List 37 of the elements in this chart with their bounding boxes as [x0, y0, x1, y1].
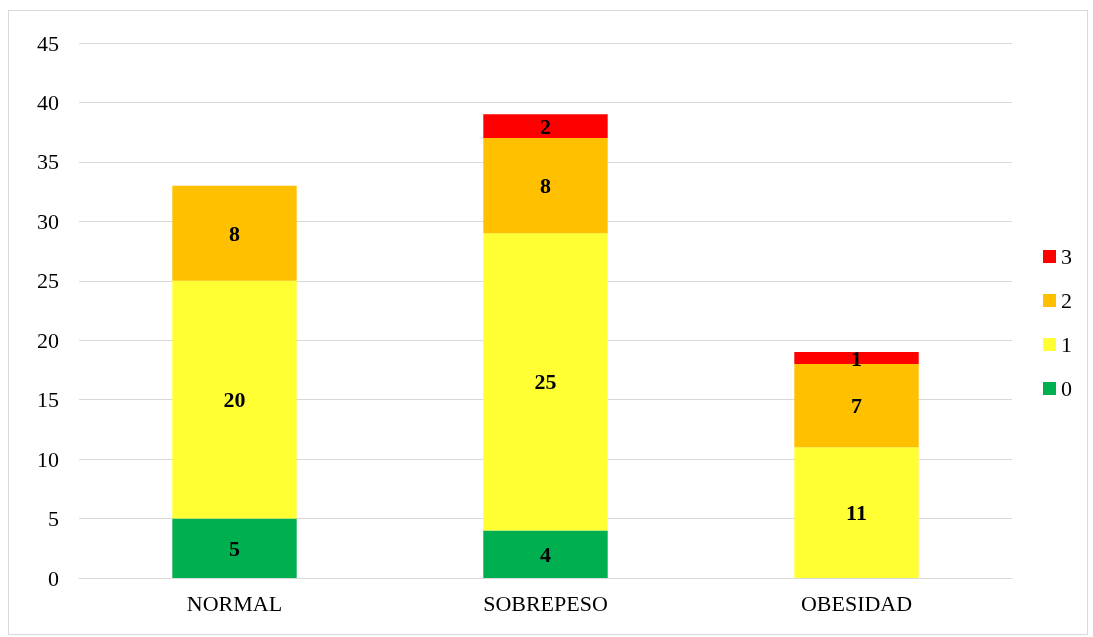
- bar: [172, 518, 297, 578]
- bar: [794, 352, 919, 364]
- bar: [172, 185, 297, 281]
- data-label: 1: [851, 345, 862, 371]
- data-label: 7: [851, 393, 862, 419]
- y-tick-label: 45: [37, 30, 59, 56]
- legend-label: 3: [1061, 244, 1072, 269]
- y-tick-label: 20: [37, 327, 59, 353]
- y-tick-label: 10: [37, 446, 59, 472]
- data-label: 4: [540, 541, 551, 567]
- data-label: 25: [534, 369, 557, 395]
- x-tick-label: NORMAL: [186, 590, 283, 616]
- bar: [794, 364, 919, 448]
- y-tick-label: 5: [48, 506, 59, 532]
- bar: [483, 138, 608, 234]
- data-label: 2: [540, 113, 551, 139]
- legend-label: 0: [1061, 376, 1072, 401]
- y-tick-label: 0: [48, 565, 59, 591]
- data-label: 8: [540, 173, 551, 199]
- x-tick-label: OBESIDAD: [800, 590, 913, 616]
- data-label: 11: [846, 500, 867, 526]
- data-label: 5: [229, 535, 240, 561]
- legend-label: 2: [1061, 288, 1072, 313]
- data-label: 20: [223, 387, 246, 413]
- y-tick-label: 25: [37, 268, 59, 294]
- x-tick-label: SOBREPESO: [483, 590, 608, 616]
- y-tick-label: 30: [37, 208, 59, 234]
- legend-label: 1: [1061, 332, 1072, 357]
- bar: [483, 114, 608, 139]
- y-tick-label: 35: [37, 149, 59, 175]
- bar: [483, 233, 608, 531]
- bar: [483, 530, 608, 578]
- data-label: 8: [229, 220, 240, 246]
- y-tick-label: 15: [37, 387, 59, 413]
- bar: [172, 280, 297, 519]
- y-tick-label: 40: [37, 89, 59, 115]
- bar: [794, 447, 919, 578]
